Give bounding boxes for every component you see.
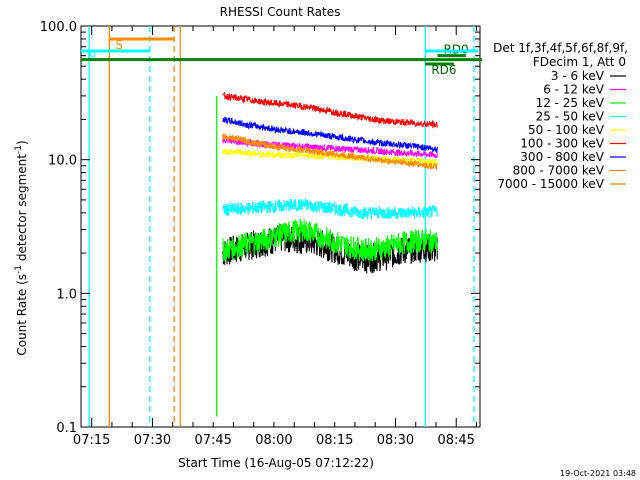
legend-label: 100 - 300 keV xyxy=(520,137,604,151)
flag-label: N xyxy=(87,50,96,64)
flag-bars: SNRD0RD6 xyxy=(81,37,483,77)
x-tick-label: 07:30 xyxy=(134,433,171,448)
series-group xyxy=(216,91,438,417)
legend-label: 7000 - 15000 keV xyxy=(497,177,604,191)
legend-title-2: FDecim 1, Att 0 xyxy=(533,55,626,69)
x-axis-ticks: 07:15 07:30 07:45 08:00 08:15 08:30 08:45 xyxy=(73,26,477,448)
chart-title: RHESSI Count Rates xyxy=(220,5,341,19)
x-tick-label: 08:15 xyxy=(316,433,353,448)
series-line xyxy=(222,218,438,262)
x-tick-label: 07:15 xyxy=(73,433,110,448)
y-axis-label-sup1: -1 xyxy=(14,265,24,274)
plot-area xyxy=(80,25,481,428)
y-axis-label-end: ) xyxy=(15,140,29,145)
legend-title-1: Det 1f,3f,4f,5f,6f,8f,9f, xyxy=(493,41,628,55)
legend: Det 1f,3f,4f,5f,6f,8f,9f, FDecim 1, Att … xyxy=(493,41,628,191)
flag-label: S xyxy=(115,38,123,52)
legend-label: 6 - 12 keV xyxy=(543,83,605,97)
y-axis-label: Count Rate (s-1 detector segment-1) xyxy=(14,140,29,355)
plot-frame xyxy=(80,25,481,428)
x-tick-label: 07:45 xyxy=(194,433,231,448)
timestamp: 19-Oct-2021 03:48 xyxy=(560,469,636,478)
y-axis-label-mid: detector segment xyxy=(15,154,29,265)
series-line xyxy=(222,133,438,171)
legend-label: 800 - 7000 keV xyxy=(513,164,605,178)
series-line xyxy=(222,91,438,129)
x-tick-label: 08:00 xyxy=(255,433,292,448)
vertical-markers xyxy=(88,26,475,427)
y-tick-label: 0.1 xyxy=(56,421,77,436)
y-tick-label: 1.0 xyxy=(56,287,77,302)
flag-label: RD6 xyxy=(431,63,456,77)
y-axis-label-main: Count Rate (s xyxy=(15,274,29,356)
x-tick-label: 08:45 xyxy=(437,433,474,448)
y-axis-label-sup2: -1 xyxy=(14,145,24,154)
x-axis-label: Start Time (16-Aug-05 07:12:22) xyxy=(178,456,374,470)
legend-label: 300 - 800 keV xyxy=(520,150,604,164)
legend-label: 25 - 50 keV xyxy=(536,110,605,124)
y-tick-label: 100.0 xyxy=(40,20,77,35)
series-line xyxy=(222,116,438,154)
legend-label: 12 - 25 keV xyxy=(536,96,605,110)
legend-label: 3 - 6 keV xyxy=(551,69,605,83)
legend-label: 50 - 100 keV xyxy=(528,123,605,137)
series-line xyxy=(222,197,438,220)
y-tick-label: 10.0 xyxy=(48,154,77,169)
y-axis-ticks: 0.1 1.0 10.0 100.0 xyxy=(40,20,480,436)
x-tick-label: 08:30 xyxy=(377,433,414,448)
